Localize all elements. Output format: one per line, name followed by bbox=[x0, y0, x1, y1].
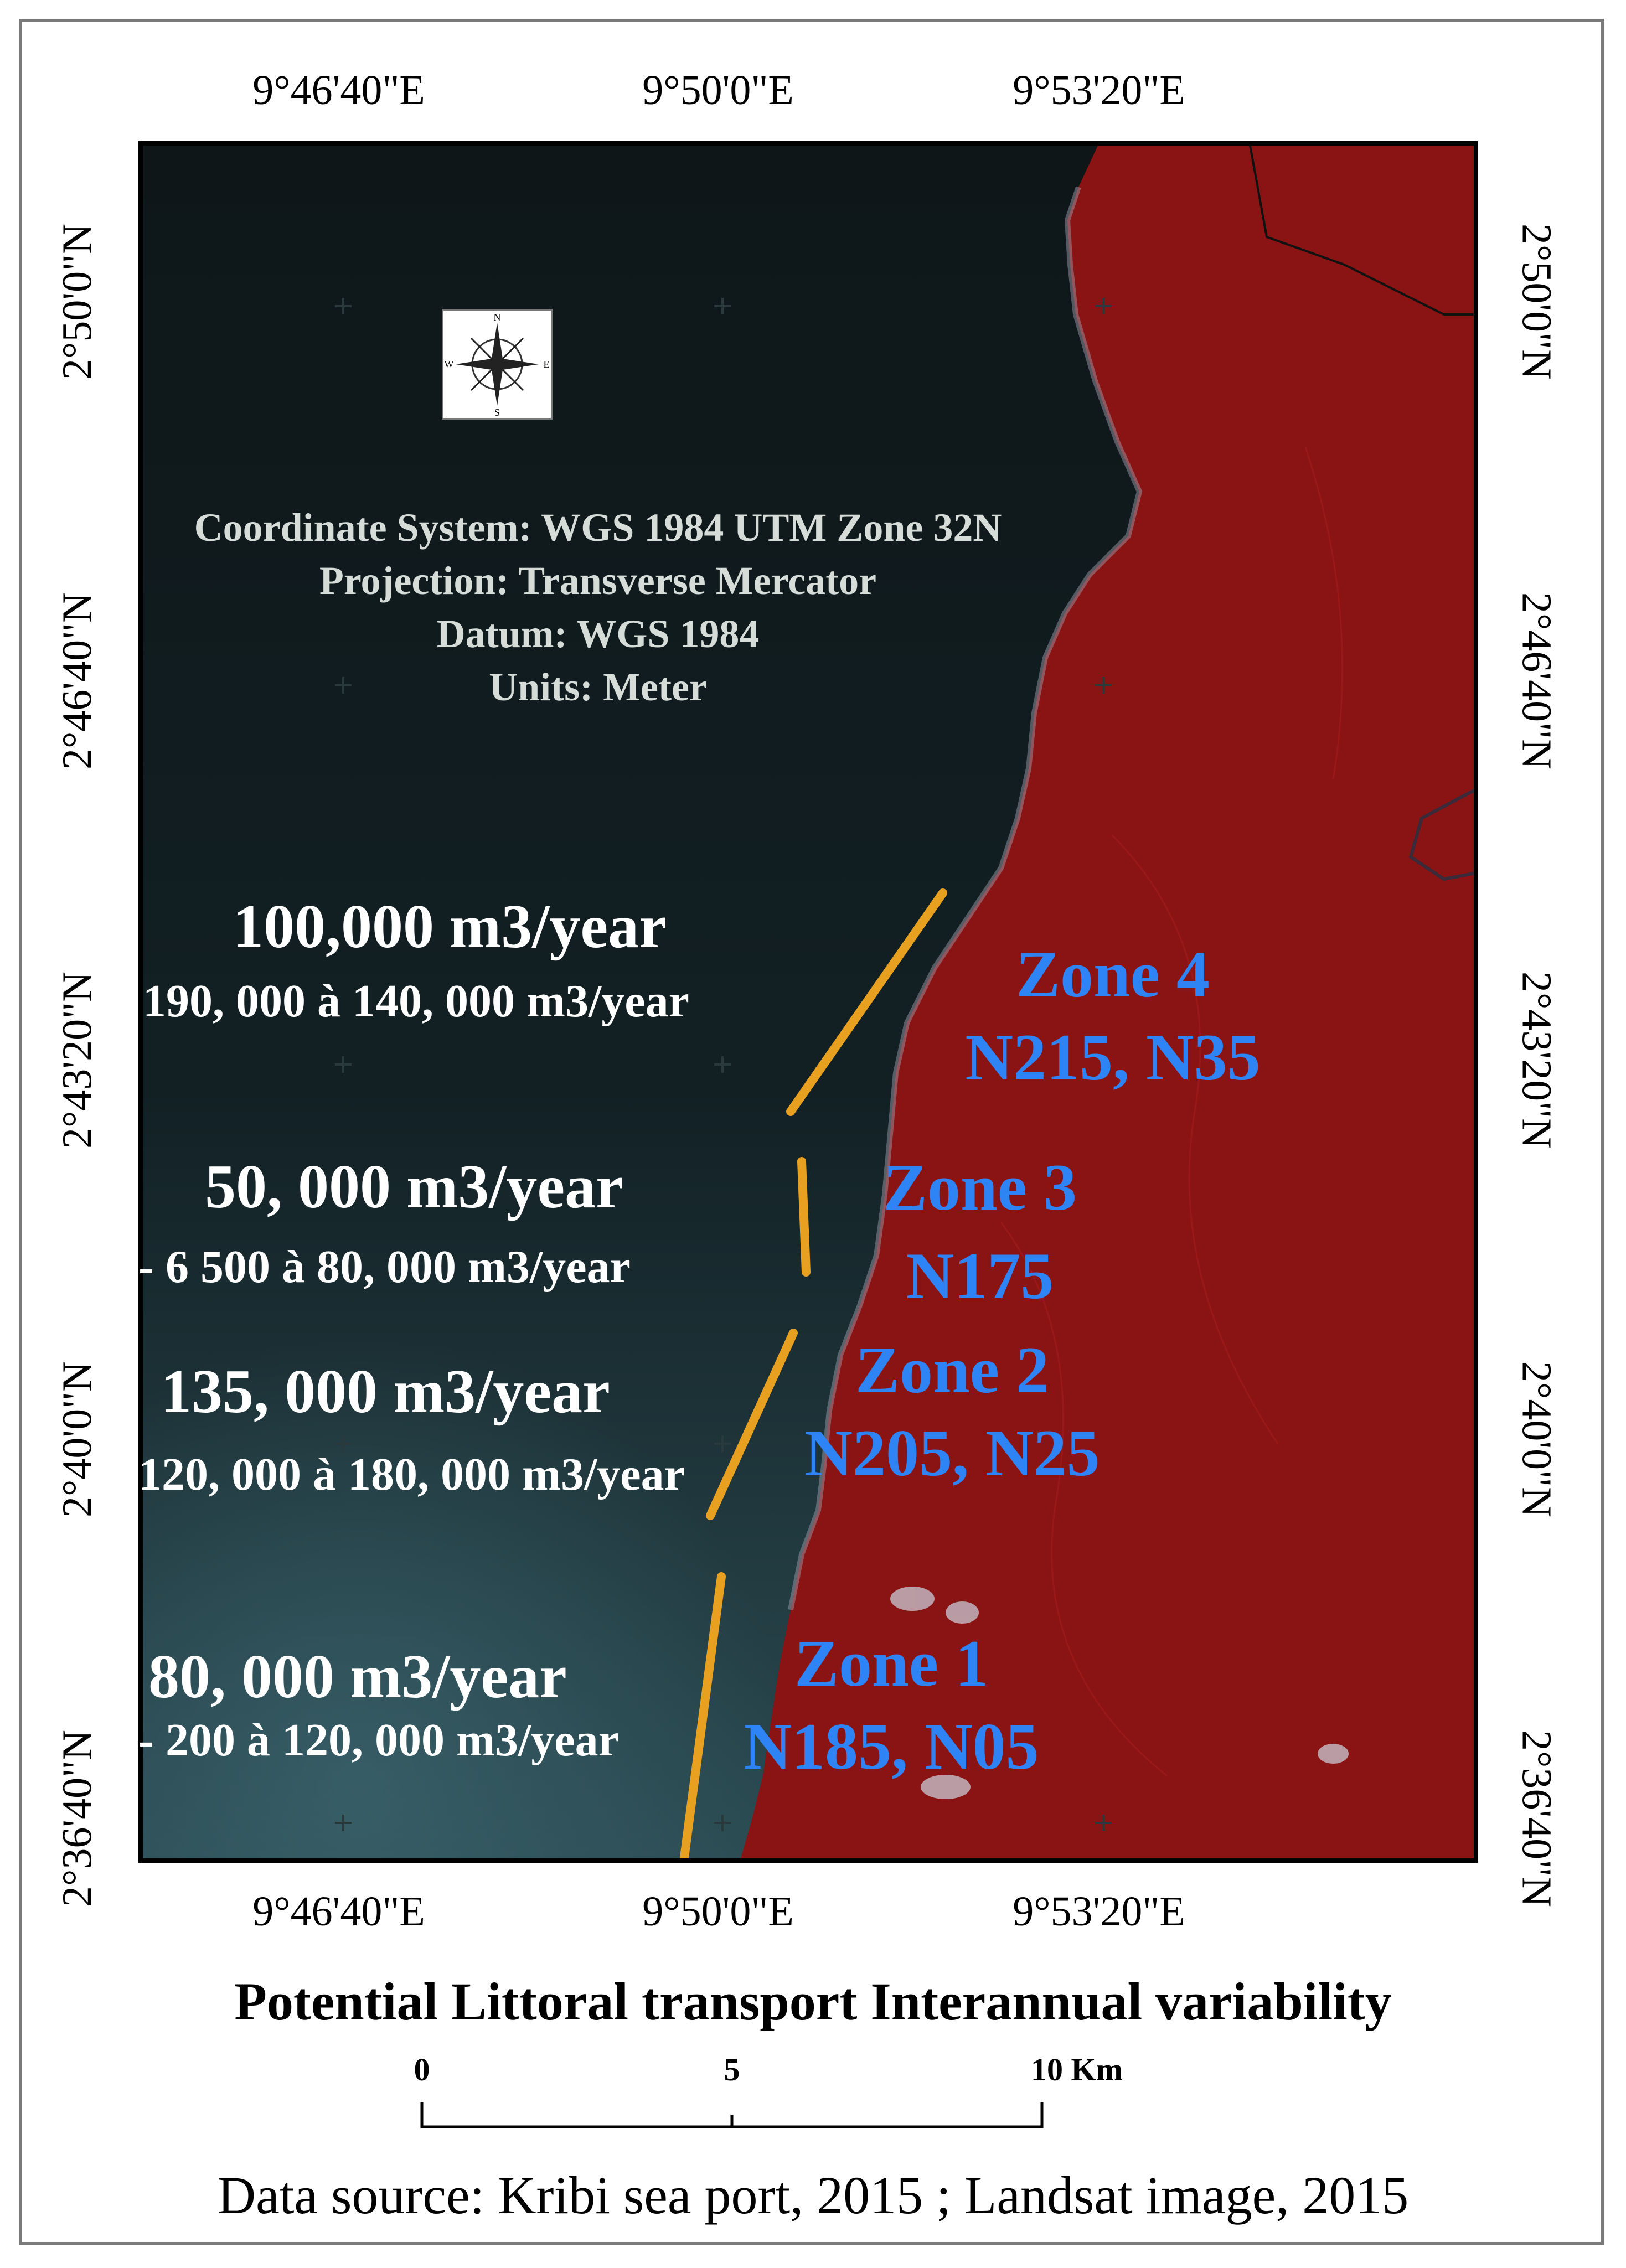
lat-tick-right-4: 2°40'0"N bbox=[1513, 1361, 1560, 1517]
zone-1-orientation: N185, N05 bbox=[744, 1709, 1039, 1783]
data-source: Data source: Kribi sea port, 2015 ; Land… bbox=[217, 2166, 1409, 2225]
transport-zone-2-range: 120, 000 à 180, 000 m3/year bbox=[138, 1449, 685, 1500]
segment-zone-1 bbox=[679, 1572, 726, 1858]
graticule-crosses bbox=[335, 298, 1112, 1831]
north-arrow: N S E W bbox=[442, 309, 553, 420]
transport-zone-3-range: - 6 500 à 80, 000 m3/year bbox=[138, 1241, 631, 1293]
lat-tick-left-3: 2°43'20"N bbox=[54, 972, 101, 1149]
estuary-line bbox=[1408, 789, 1474, 881]
coastal-strip bbox=[788, 186, 1143, 1610]
zone-4-name: Zone 4 bbox=[1015, 937, 1210, 1011]
lat-tick-left-4: 2°40'0"N bbox=[54, 1361, 101, 1517]
land-texture bbox=[1000, 447, 1344, 1777]
projection-line: Projection: Transverse Mercator bbox=[319, 559, 877, 603]
lon-tick-top-3: 9°53'20"E bbox=[1013, 67, 1185, 113]
figure-frame bbox=[19, 19, 1604, 2245]
lat-tick-right-5: 2°36'40"N bbox=[1513, 1730, 1560, 1907]
lon-tick-bottom-1: 9°46'40"E bbox=[252, 1888, 425, 1935]
zone-3-orientation: N175 bbox=[906, 1239, 1054, 1313]
transport-zone-4-main: 100,000 m3/year bbox=[233, 892, 667, 961]
zone-3-label: Zone 3 N175 bbox=[842, 1143, 1118, 1320]
transport-zone-1-main: 80, 000 m3/year bbox=[148, 1642, 567, 1711]
map-canvas bbox=[143, 146, 1474, 1858]
segment-zone-3 bbox=[797, 1157, 811, 1277]
land-area bbox=[741, 146, 1474, 1858]
transport-zone-2-main: 135, 000 m3/year bbox=[161, 1357, 610, 1426]
segment-zone-2 bbox=[706, 1329, 798, 1520]
coord-system-line: Coordinate System: WGS 1984 UTM Zone 32N bbox=[194, 505, 1002, 550]
compass-rose-icon: N S E W bbox=[445, 312, 550, 418]
segment-zone-4 bbox=[786, 888, 947, 1116]
units-line: Units: Meter bbox=[489, 665, 707, 709]
river-line bbox=[1249, 146, 1474, 316]
cloud-spots bbox=[890, 1587, 1349, 1799]
lat-tick-right-2: 2°46'40"N bbox=[1513, 592, 1560, 769]
zone-4-label: Zone 4 N215, N35 bbox=[941, 933, 1284, 1099]
transport-zone-1-range: - 200 à 120, 000 m3/year bbox=[138, 1714, 619, 1766]
lat-tick-left-2: 2°46'40"N bbox=[54, 592, 101, 769]
lat-tick-right-1: 2°50'0"N bbox=[1513, 224, 1560, 380]
transport-zone-4-range: 190, 000 à 140, 000 m3/year bbox=[143, 975, 689, 1027]
datum-line: Datum: WGS 1984 bbox=[436, 612, 760, 656]
transport-segments bbox=[679, 888, 947, 1858]
compass-n: N bbox=[494, 312, 501, 323]
compass-e: E bbox=[544, 359, 550, 370]
lon-tick-bottom-3: 9°53'20"E bbox=[1013, 1888, 1185, 1935]
zone-2-name: Zone 2 bbox=[855, 1333, 1050, 1407]
lon-tick-top-1: 9°46'40"E bbox=[252, 67, 425, 113]
satellite-map[interactable]: N S E W bbox=[138, 141, 1478, 1863]
lat-tick-left-1: 2°50'0"N bbox=[54, 224, 101, 380]
scale-label-10: 10 Km bbox=[1031, 2052, 1123, 2088]
map-title: Potential Littoral transport Interannual… bbox=[234, 1972, 1392, 2031]
scale-label-5: 5 bbox=[724, 2052, 740, 2088]
zone-1-name: Zone 1 bbox=[794, 1626, 989, 1700]
lat-tick-left-5: 2°36'40"N bbox=[54, 1730, 101, 1907]
zone-4-orientation: N215, N35 bbox=[965, 1020, 1261, 1094]
scale-label-0: 0 bbox=[414, 2052, 430, 2088]
compass-s: S bbox=[494, 407, 500, 418]
lon-tick-bottom-2: 9°50'0"E bbox=[642, 1888, 794, 1935]
compass-w: W bbox=[445, 359, 454, 370]
zone-1-label: Zone 1 N185, N05 bbox=[714, 1622, 1068, 1788]
sea-haze bbox=[143, 1112, 863, 1858]
coordinate-system-info: Coordinate System: WGS 1984 UTM Zone 32N… bbox=[144, 501, 1052, 714]
scale-bar bbox=[420, 2102, 1044, 2128]
transport-zone-3-main: 50, 000 m3/year bbox=[205, 1153, 623, 1221]
zone-2-label: Zone 2 N205, N25 bbox=[770, 1329, 1135, 1495]
lat-tick-right-3: 2°43'20"N bbox=[1513, 972, 1560, 1149]
lon-tick-top-2: 9°50'0"E bbox=[642, 67, 794, 113]
zone-2-orientation: N205, N25 bbox=[804, 1416, 1100, 1490]
zone-3-name: Zone 3 bbox=[882, 1150, 1077, 1224]
